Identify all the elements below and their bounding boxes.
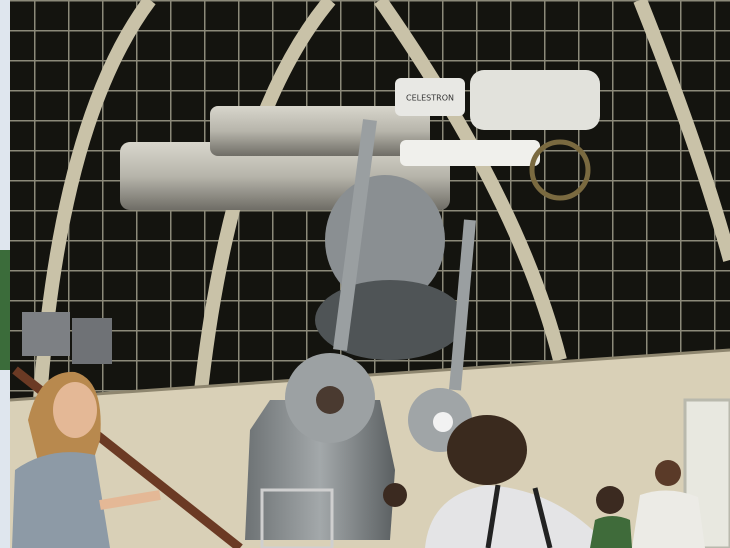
- eyepiece-housing: [470, 70, 600, 130]
- small-tube: [400, 140, 540, 166]
- photo: CELESTRON: [0, 0, 730, 548]
- man-hair: [447, 415, 527, 485]
- page: {"image": {"label_text": "CELESTRON"}} C…: [0, 0, 730, 548]
- woman-shirt: [12, 452, 110, 548]
- speaker: [72, 318, 112, 364]
- left-strip-foliage: [0, 250, 10, 370]
- visitor-shirt: [590, 516, 632, 548]
- visitor-head: [596, 486, 624, 514]
- visitor-head: [655, 460, 681, 486]
- visitor-head: [383, 483, 407, 507]
- woman-face: [53, 382, 97, 438]
- pier-hub: [316, 386, 344, 414]
- counterweight-cap: [433, 412, 453, 432]
- scope-label: CELESTRON: [406, 94, 454, 103]
- visitor-shirt: [632, 490, 705, 548]
- speaker: [22, 312, 70, 356]
